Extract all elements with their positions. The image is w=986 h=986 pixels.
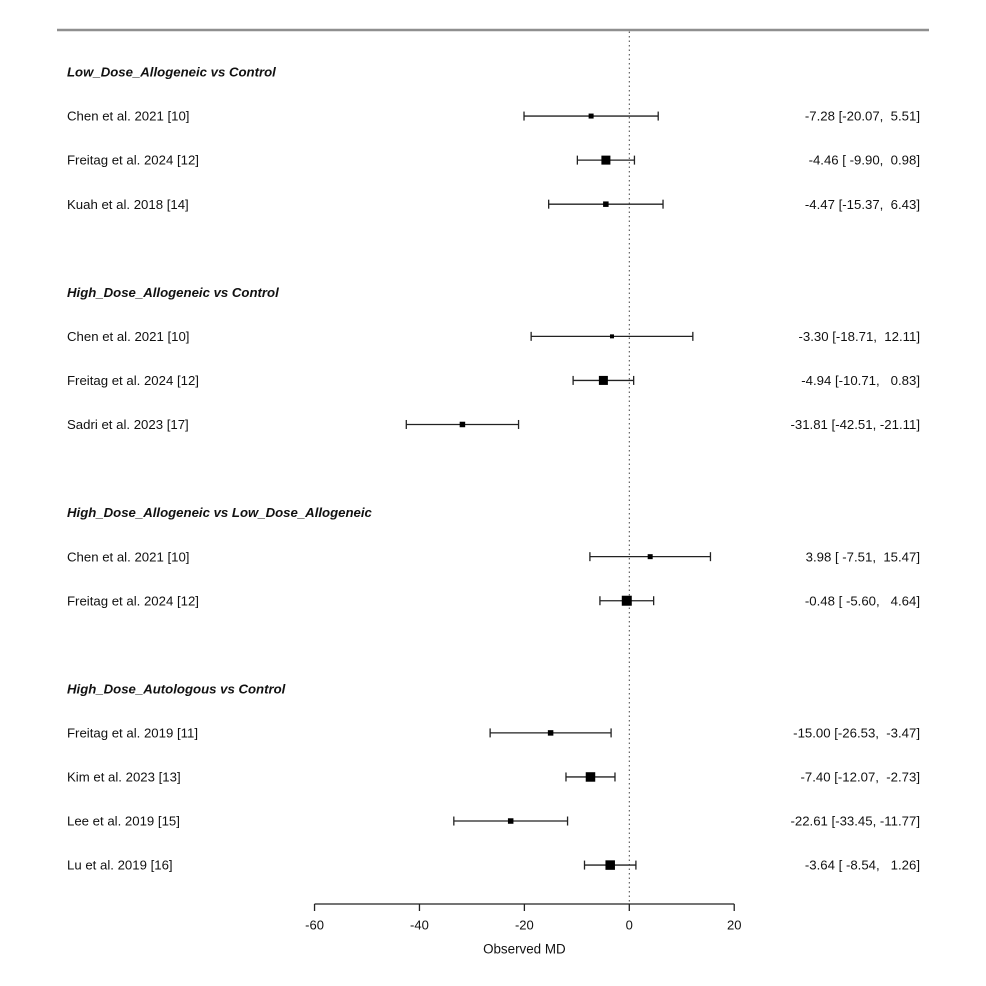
effect-marker [621,595,632,606]
subgroup-header: High_Dose_Allogeneic vs Low_Dose_Allogen… [67,505,373,520]
effect-marker [603,201,609,207]
study-label: Kim et al. 2023 [13] [67,770,181,785]
estimate-ci-annotation: 3.98 [ -7.51, 15.47] [806,549,920,564]
effect-marker [547,730,554,736]
effect-marker [647,554,653,560]
subgroup-header: High_Dose_Allogeneic vs Control [67,285,279,300]
study-label: Chen et al. 2021 [10] [67,549,189,564]
x-tick-label: -40 [410,918,429,933]
study-label: Sadri et al. 2023 [17] [67,417,189,432]
effect-marker [601,155,611,165]
study-label: Lee et al. 2019 [15] [67,814,180,829]
effect-marker [609,334,614,339]
study-label: Chen et al. 2021 [10] [67,109,189,124]
x-axis-title: Observed MD [483,942,566,957]
x-tick-label: 20 [727,918,741,933]
estimate-ci-annotation: -0.48 [ -5.60, 4.64] [805,593,920,608]
subgroup-header: Low_Dose_Allogeneic vs Control [67,65,276,80]
estimate-ci-annotation: -7.40 [-12.07, -2.73] [801,770,921,785]
effect-marker [507,818,514,824]
x-tick-label: -20 [515,918,534,933]
x-tick-label: 0 [626,918,633,933]
effect-marker [605,860,615,870]
effect-marker [585,772,596,782]
subgroup-header: High_Dose_Autologous vs Control [67,681,286,696]
estimate-ci-annotation: -3.64 [ -8.54, 1.26] [805,858,920,873]
study-label: Freitag et al. 2024 [12] [67,373,199,388]
study-label: Freitag et al. 2019 [11] [67,726,198,741]
estimate-ci-annotation: -15.00 [-26.53, -3.47] [793,726,920,741]
effect-marker [459,421,466,428]
effect-marker [598,375,608,385]
study-label: Freitag et al. 2024 [12] [67,153,199,168]
estimate-ci-annotation: -4.46 [ -9.90, 0.98] [809,153,920,168]
estimate-ci-annotation: -4.94 [-10.71, 0.83] [801,373,920,388]
study-label: Freitag et al. 2024 [12] [67,593,199,608]
study-label: Kuah et al. 2018 [14] [67,197,189,212]
study-label: Lu et al. 2019 [16] [67,858,173,873]
estimate-ci-annotation: -22.61 [-33.45, -11.77] [790,814,920,829]
estimate-ci-annotation: -31.81 [-42.51, -21.11] [790,417,920,432]
estimate-ci-annotation: -4.47 [-15.37, 6.43] [805,197,920,212]
x-tick-label: -60 [305,918,324,933]
estimate-ci-annotation: -7.28 [-20.07, 5.51] [805,109,920,124]
estimate-ci-annotation: -3.30 [-18.71, 12.11] [799,329,920,344]
effect-marker [588,113,594,119]
study-label: Chen et al. 2021 [10] [67,329,189,344]
